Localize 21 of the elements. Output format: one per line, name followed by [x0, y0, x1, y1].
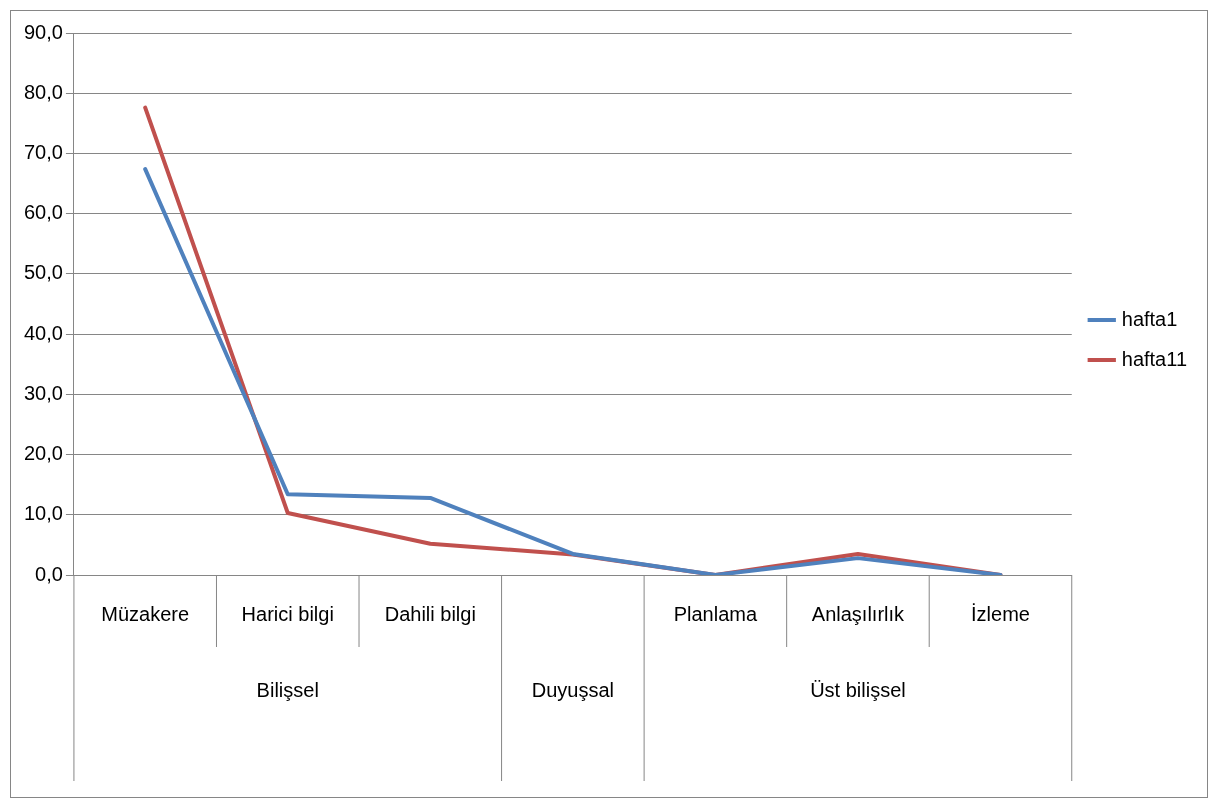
y-tick-label: 10,0 [23, 502, 63, 525]
legend-label: hafta11 [1121, 347, 1188, 370]
text: Bilişsel [256, 678, 319, 701]
x-tick-label: Dahili bilgi [384, 602, 476, 625]
x-tick-label: Harici bilgi [241, 602, 334, 625]
text: Duyuşsal [531, 678, 614, 701]
x-tick-label: İzleme [971, 602, 1030, 625]
x-tick-label: Müzakere [101, 602, 190, 625]
y-tick-label: 60,0 [23, 201, 63, 224]
x-tick-label: Anlaşılırlık [811, 602, 906, 625]
y-tick-label: 80,0 [23, 80, 63, 103]
y-tick-label: 40,0 [23, 321, 63, 344]
y-tick-label: 50,0 [23, 261, 63, 284]
y-tick-label: 30,0 [23, 381, 63, 404]
y-tick-label: 20,0 [23, 442, 63, 465]
y-tick-label: 0,0 [35, 562, 63, 585]
y-tick-label: 70,0 [23, 140, 63, 163]
y-tick-label: 90,0 [23, 20, 63, 43]
x-tick-label: Planlama [673, 602, 758, 625]
legend-label: hafta1 [1121, 307, 1178, 330]
text: Üst bilişsel [810, 678, 906, 701]
